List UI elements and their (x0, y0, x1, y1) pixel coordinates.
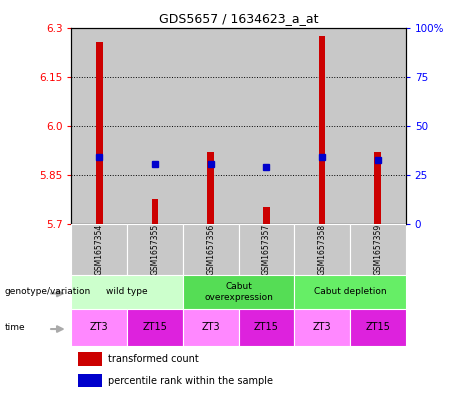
Text: Cabut
overexpression: Cabut overexpression (204, 282, 273, 301)
Text: GSM1657355: GSM1657355 (150, 224, 160, 275)
Text: ZT3: ZT3 (201, 322, 220, 332)
Bar (263, 207, 270, 224)
Bar (152, 199, 159, 224)
Text: ZT3: ZT3 (313, 322, 331, 332)
Bar (374, 152, 381, 224)
Bar (78, 353, 101, 365)
Bar (183, 28, 238, 224)
Bar (71, 224, 127, 275)
Text: percentile rank within the sample: percentile rank within the sample (108, 376, 273, 386)
Bar (96, 42, 103, 224)
Bar (350, 28, 406, 224)
Bar (350, 309, 406, 346)
Bar (207, 152, 214, 224)
Bar (238, 28, 294, 224)
Bar (238, 224, 294, 275)
Bar (127, 224, 183, 275)
Text: genotype/variation: genotype/variation (5, 287, 91, 296)
Bar (127, 28, 183, 224)
Title: GDS5657 / 1634623_a_at: GDS5657 / 1634623_a_at (159, 12, 318, 25)
Text: GSM1657354: GSM1657354 (95, 224, 104, 275)
Text: GSM1657358: GSM1657358 (318, 224, 327, 275)
Text: ZT3: ZT3 (90, 322, 109, 332)
Text: GSM1657359: GSM1657359 (373, 224, 382, 275)
Bar (350, 224, 406, 275)
Bar (71, 275, 183, 309)
Text: time: time (5, 323, 25, 332)
Text: transformed count: transformed count (108, 354, 199, 364)
Bar (294, 309, 350, 346)
Text: ZT15: ZT15 (142, 322, 167, 332)
Bar (238, 309, 294, 346)
Bar (71, 28, 127, 224)
Text: Cabut depletion: Cabut depletion (313, 287, 386, 296)
Bar (294, 28, 350, 224)
Text: wild type: wild type (106, 287, 148, 296)
Bar (183, 275, 294, 309)
Bar (294, 275, 406, 309)
Bar (294, 224, 350, 275)
Bar (127, 309, 183, 346)
Bar (183, 309, 238, 346)
Text: GSM1657356: GSM1657356 (206, 224, 215, 275)
Bar (183, 224, 238, 275)
Text: ZT15: ZT15 (254, 322, 279, 332)
Bar (71, 309, 127, 346)
Text: ZT15: ZT15 (366, 322, 390, 332)
Text: GSM1657357: GSM1657357 (262, 224, 271, 275)
Bar (78, 374, 101, 387)
Bar (319, 36, 325, 224)
